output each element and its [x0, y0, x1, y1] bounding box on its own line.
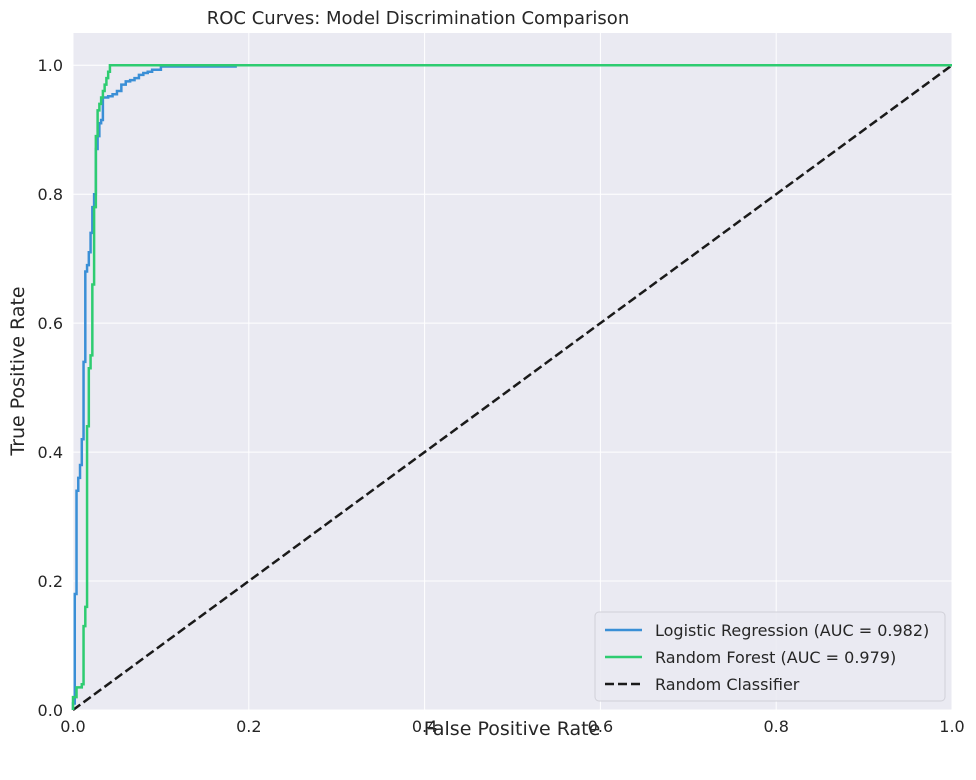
y-axis-label: True Positive Rate: [7, 286, 29, 456]
legend: Logistic Regression (AUC = 0.982) Random …: [594, 611, 946, 702]
legend-label-2: Random Classifier: [655, 675, 800, 694]
x-tick-label: 0.6: [588, 717, 613, 736]
legend-box: [594, 611, 946, 702]
x-tick-labels: 0.0 0.2 0.4 0.6 0.8 1.0: [60, 717, 964, 736]
legend-label-1: Random Forest (AUC = 0.979): [655, 648, 896, 667]
x-tick-label: 0.8: [763, 717, 788, 736]
series-line-0: [71, 63, 952, 710]
series-line-1: [71, 63, 952, 710]
chart-title: ROC Curves: Model Discrimination Compari…: [207, 8, 629, 29]
series-layer: [71, 63, 953, 712]
x-tick-label: 1.0: [939, 717, 964, 736]
x-tick-label: 0.2: [236, 717, 261, 736]
y-tick-labels: 0.0 0.2 0.4 0.6 0.8 1.0: [38, 56, 63, 720]
y-tick-label: 0.6: [38, 314, 63, 333]
y-tick-label: 0.4: [38, 443, 63, 462]
plot-background: [73, 33, 952, 710]
y-tick-label: 1.0: [38, 56, 63, 75]
legend-label-0: Logistic Regression (AUC = 0.982): [655, 621, 929, 640]
x-tick-label: 0.0: [60, 717, 85, 736]
x-tick-label: 0.4: [412, 717, 437, 736]
y-tick-label: 0.8: [38, 185, 63, 204]
x-axis-label: False Positive Rate: [424, 718, 601, 740]
y-tick-label: 0.2: [38, 572, 63, 591]
y-tick-label: 0.0: [38, 701, 63, 720]
